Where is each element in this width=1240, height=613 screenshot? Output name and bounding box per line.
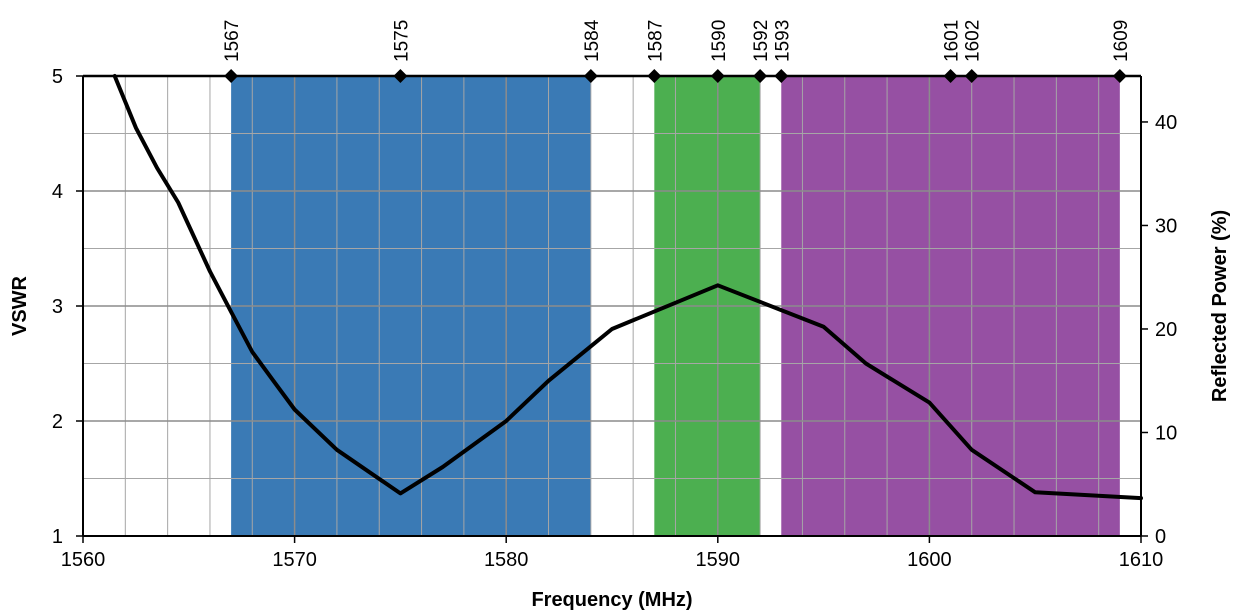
marker-label: 1587 (645, 20, 666, 62)
marker-diamond (774, 69, 789, 83)
y-tick-label: 5 (52, 66, 63, 88)
y2-tick-label: 30 (1155, 215, 1177, 237)
marker-label: 1609 (1111, 20, 1132, 62)
gridlines (83, 76, 1141, 536)
x-tick-label: 1580 (484, 549, 529, 571)
vswr-series-line (112, 74, 1143, 501)
marker-label: 1593 (772, 20, 793, 62)
marker-diamond (753, 69, 768, 83)
marker-label: 1601 (942, 20, 963, 62)
y-tick-label: 4 (52, 181, 63, 203)
x-tick-label: 1590 (696, 549, 741, 571)
x-tick-label: 1600 (907, 549, 952, 571)
marker-diamond (710, 69, 725, 83)
marker-diamond (943, 69, 958, 83)
y2-tick-label: 20 (1155, 319, 1177, 341)
x-tick-label: 1570 (272, 549, 317, 571)
data-series (112, 74, 1143, 501)
x-axis-title: Frequency (MHz) (531, 589, 692, 611)
y2-tick-label: 0 (1155, 526, 1166, 548)
marker-labels: 1567 1575 1584 1587 1590 1592 1593 1601 1602 1609 (222, 19, 1132, 62)
marker-diamond (964, 69, 979, 83)
y-axis-title: VSWR (9, 275, 31, 336)
y2-axis-title: Reflected Power (%) (1209, 210, 1231, 402)
marker-diamond (393, 69, 408, 83)
marker-diamond (647, 69, 662, 83)
marker-label: 1590 (709, 20, 730, 62)
x-tick-label: 1610 (1119, 549, 1164, 571)
y2-tick-label: 40 (1155, 112, 1177, 134)
marker-label: 1567 (222, 20, 243, 62)
y-tick-label: 1 (52, 526, 63, 548)
marker-label: 1602 (963, 20, 984, 62)
y-tick-label: 2 (52, 411, 63, 433)
marker-label: 1575 (391, 20, 412, 62)
x-tick-label: 1560 (61, 549, 106, 571)
marker-diamond (583, 69, 598, 83)
y-tick-label: 3 (52, 296, 63, 318)
marker-label: 1584 (582, 19, 603, 62)
marker-diamond (1112, 69, 1127, 83)
marker-diamond (224, 69, 239, 83)
y2-tick-label: 10 (1155, 422, 1177, 444)
tick-labels: 1560 1570 1580 1590 1600 1610 1 2 3 4 5 0 10 20 30 40 (52, 66, 1177, 571)
band-edge-markers (83, 69, 1141, 83)
marker-label: 1592 (751, 20, 772, 62)
